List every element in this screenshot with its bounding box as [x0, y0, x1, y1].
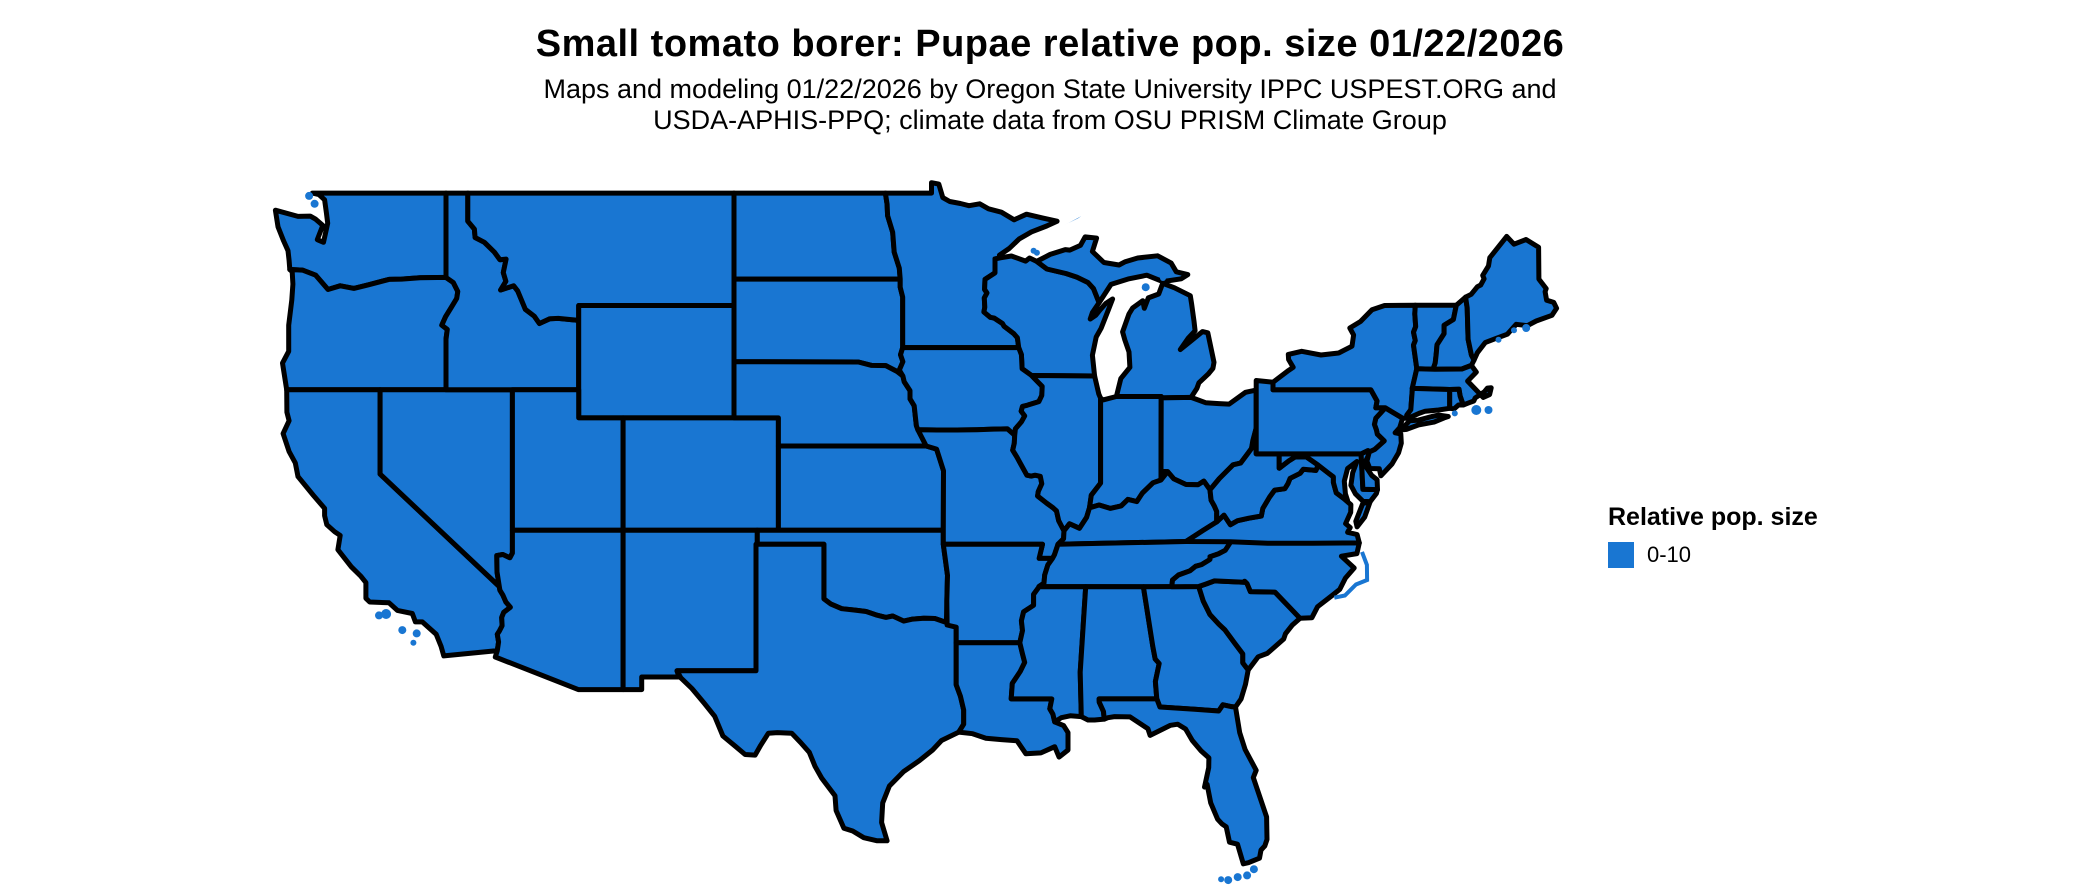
island-speck — [1243, 871, 1252, 880]
subtitle-line-2: USDA-APHIS-PPQ; climate data from OSU PR… — [653, 105, 1447, 135]
legend-item-label: 0-10 — [1647, 542, 1692, 567]
island-speck — [375, 611, 383, 620]
state-maine — [1463, 233, 1560, 363]
island-speck — [410, 639, 417, 646]
state-virginia-eastern-shore — [1353, 499, 1373, 530]
island-speck — [1233, 873, 1242, 882]
state-colorado — [620, 415, 781, 533]
isle-royale-island — [1063, 216, 1082, 226]
state-oregon — [280, 267, 461, 393]
outer-banks-islands — [1333, 551, 1370, 600]
island-speck — [1495, 336, 1502, 343]
island-speck — [398, 626, 407, 635]
legend-title: Relative pop. size — [1608, 503, 1818, 531]
state-north-carolina — [1169, 538, 1362, 621]
state-west-virginia — [1207, 425, 1321, 528]
island-speck — [310, 199, 319, 208]
island-speck — [1471, 405, 1482, 415]
header: Small tomato borer: Pupae relative pop. … — [0, 22, 2100, 136]
island-speck — [1033, 249, 1040, 256]
island-speck — [1249, 865, 1258, 874]
island-speck — [381, 609, 392, 619]
legend-swatch — [1608, 542, 1634, 568]
island-speck — [1160, 275, 1166, 281]
state-rhode-island — [1447, 386, 1466, 412]
state-maryland — [1276, 451, 1380, 505]
subtitle-line-1: Maps and modeling 01/22/2026 by Oregon S… — [543, 74, 1557, 104]
state-kansas — [775, 443, 946, 533]
state-new-mexico — [620, 527, 760, 693]
map-subtitle: Maps and modeling 01/22/2026 by Oregon S… — [0, 74, 2100, 136]
page-title: Small tomato borer: Pupae relative pop. … — [535, 23, 1565, 65]
state-north-dakota — [731, 190, 903, 282]
state-wyoming — [576, 303, 737, 421]
legend-item: 0-10 — [1608, 542, 1818, 568]
state-michigan-upper-peninsula — [1034, 234, 1191, 306]
state-florida — [1096, 696, 1270, 867]
island-speck — [1511, 327, 1517, 334]
state-michigan — [1113, 280, 1217, 401]
island-speck — [305, 191, 314, 200]
island-speck — [1224, 876, 1233, 885]
state-arizona — [492, 527, 626, 693]
island-speck — [1218, 876, 1225, 883]
island-speck — [1522, 324, 1531, 332]
island-speck — [1484, 406, 1493, 414]
legend: Relative pop. size 0-10 — [1608, 503, 1818, 568]
state-texas — [674, 541, 967, 844]
island-speck — [412, 629, 421, 638]
state-long-island — [1397, 412, 1451, 433]
island-speck — [1141, 283, 1150, 292]
state-mississippi — [1008, 584, 1089, 725]
island-speck — [1451, 410, 1458, 417]
